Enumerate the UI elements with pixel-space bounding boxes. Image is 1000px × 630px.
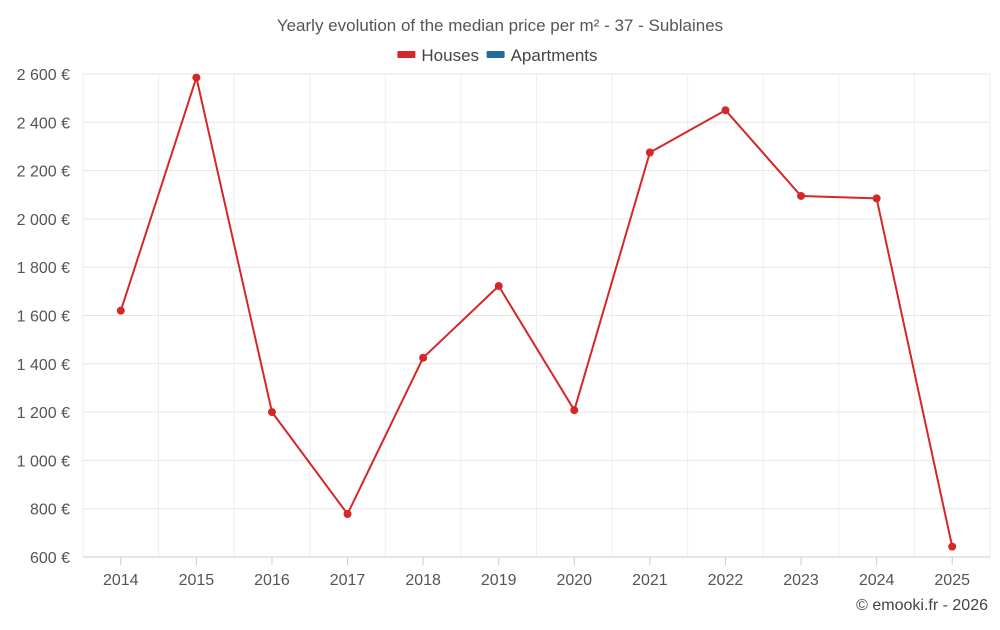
x-tick-label: 2022 [708,572,744,589]
data-point-2018[interactable] [419,353,428,362]
legend-swatch [397,51,416,58]
grid [82,73,991,558]
x-tick-label: 2014 [103,572,139,589]
data-point-2024[interactable] [872,194,881,203]
y-tick-label: 2 600 € [17,67,70,84]
credit-text: © emooki.fr - 2026 [856,597,988,614]
series-line-houses [119,76,954,547]
data-point-2016[interactable] [267,408,276,417]
data-point-2021[interactable] [645,148,654,157]
y-tick-label: 1 000 € [17,453,70,470]
data-point-2017[interactable] [343,510,352,519]
legend-item-apartments[interactable]: Apartments [486,46,598,65]
legend-label: Houses [421,46,479,65]
y-tick-label: 1 200 € [17,405,70,422]
x-tick-label: 2025 [934,572,970,589]
x-axis: 2014 2015 2016 2017 2018 2019 2020 2021 2022 2023… [83,556,990,589]
chart-title: Yearly evolution of the median price per… [277,16,723,35]
series-layer [116,73,957,551]
legend-item-houses[interactable]: Houses [397,46,479,65]
x-tick-label: 2024 [859,572,895,589]
data-point-2025[interactable] [948,542,957,551]
data-point-2022[interactable] [721,106,730,115]
y-tick-label: 1 400 € [17,357,70,374]
x-tick-label: 2018 [405,572,441,589]
data-point-2015[interactable] [192,73,201,82]
x-tick-label: 2015 [179,572,215,589]
y-tick-label: 2 400 € [17,115,70,132]
x-tick-label: 2020 [556,572,592,589]
y-tick-label: 2 200 € [17,164,70,181]
legend: Houses Apartments [397,46,598,65]
legend-swatch [486,51,505,58]
x-tick-label: 2019 [481,572,517,589]
y-tick-label: 1 600 € [17,309,70,326]
data-point-2019[interactable] [494,282,503,291]
x-tick-label: 2023 [783,572,819,589]
legend-label: Apartments [511,46,598,65]
data-point-2020[interactable] [570,406,579,415]
y-tick-label: 600 € [30,550,70,567]
x-tick-label: 2016 [254,572,290,589]
y-tick-label: 2 000 € [17,212,70,229]
data-point-2014[interactable] [116,306,125,315]
x-tick-label: 2021 [632,572,668,589]
y-tick-label: 1 800 € [17,260,70,277]
x-tick-label: 2017 [330,572,366,589]
data-point-2023[interactable] [797,191,806,200]
y-tick-label: 800 € [30,502,70,519]
y-axis: 600 € 800 € 1 000 € 1 200 € 1 400 € 1 600 € 1 … [17,67,70,567]
